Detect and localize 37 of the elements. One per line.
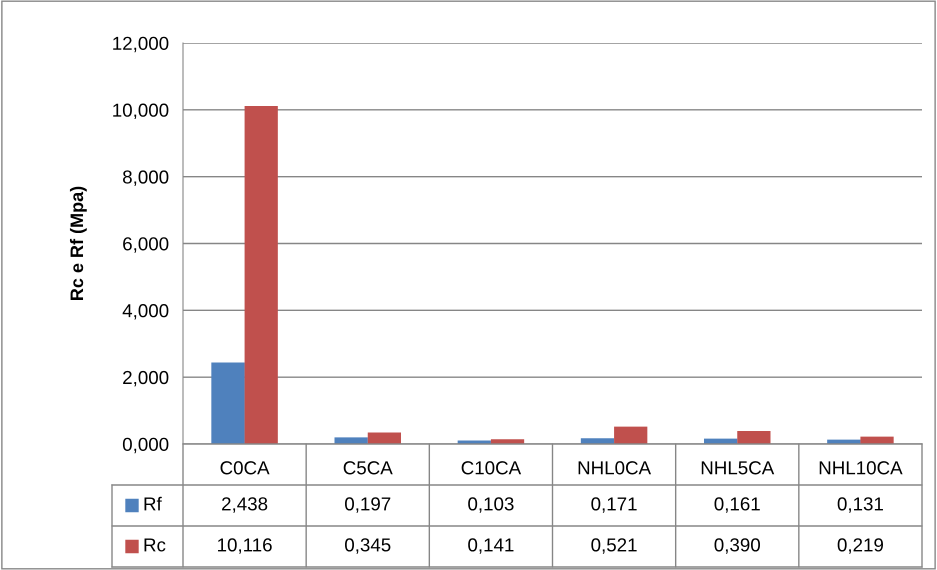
y-tick-label: 0,000 (122, 438, 168, 454)
x-tick-label: C0CA (220, 461, 270, 474)
x-tick-label: C10CA (462, 461, 522, 474)
data-label: 0,141 (468, 538, 514, 554)
bar (704, 438, 738, 444)
x-tick-label: NHL5CA (702, 461, 774, 474)
bar (827, 440, 860, 444)
x-tick-label: C5CA (344, 461, 393, 474)
bar (368, 432, 402, 444)
legend-label: Rc (144, 538, 166, 552)
y-tick-label: 8,000 (123, 170, 168, 186)
data-label: 10,116 (218, 538, 272, 554)
data-label: 0,390 (714, 538, 760, 554)
data-label: 0,521 (591, 538, 637, 554)
data-label: 0,219 (838, 538, 883, 554)
data-label: 0,103 (468, 497, 514, 513)
data-label: 0,131 (838, 497, 883, 513)
bar (737, 430, 771, 444)
x-tick-label: NHL0CA (578, 461, 652, 474)
data-label: 0,171 (591, 497, 637, 513)
data-label: 2,438 (222, 497, 268, 513)
legend-label: Rf (144, 496, 162, 510)
x-tick-label: NHL10CA (820, 461, 903, 474)
y-tick-label: 2,000 (123, 370, 168, 386)
y-axis-title: Rc e Rf (Mpa) (70, 186, 87, 300)
bar (211, 362, 245, 444)
y-tick-label: 10,000 (113, 104, 168, 120)
bar (244, 106, 278, 444)
data-label: 0,197 (345, 497, 390, 513)
data-label: 0,161 (714, 497, 760, 513)
bar (334, 437, 368, 444)
data-label: 0,345 (345, 538, 390, 554)
y-tick-label: 6,000 (123, 237, 168, 253)
bar (860, 436, 894, 444)
y-tick-label: 4,000 (122, 304, 168, 320)
bar (614, 426, 648, 444)
y-tick-label: 12,000 (113, 36, 168, 52)
